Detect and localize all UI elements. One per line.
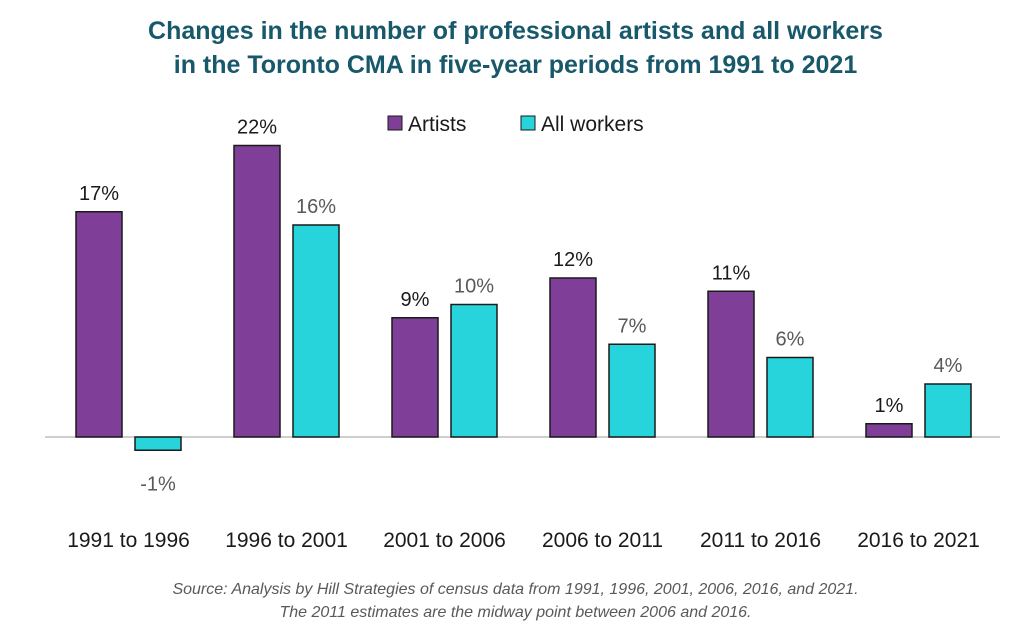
bar-all-workers-4: [608, 343, 656, 438]
data-label-all-workers-3: 10%: [454, 276, 494, 298]
data-label-all-workers-5: 6%: [776, 329, 805, 351]
category-label-5: 2011 to 2016: [700, 529, 821, 552]
source-line-1: Source: Analysis by Hill Strategies of c…: [172, 581, 859, 598]
bar-all-workers-1: [134, 436, 182, 451]
bar-artists-2: [233, 144, 281, 438]
bar-all-workers-5: [766, 356, 814, 438]
chart-title-line-1: Changes in the number of professional ar…: [148, 17, 883, 45]
legend-swatch-artists: [387, 115, 403, 131]
category-label-1: 1991 to 1996: [67, 529, 190, 552]
bar-all-workers-6: [924, 383, 972, 438]
bar-artists-6: [865, 423, 913, 438]
data-label-artists-6: 1%: [875, 395, 904, 417]
data-label-artists-2: 22%: [237, 117, 277, 139]
data-label-artists-5: 11%: [712, 262, 751, 284]
data-label-all-workers-6: 4%: [934, 355, 963, 377]
category-label-2: 1996 to 2001: [225, 529, 348, 552]
chart-title-line-2: in the Toronto CMA in five-year periods …: [173, 51, 858, 79]
data-label-artists-1: 17%: [79, 183, 119, 205]
category-label-6: 2016 to 2021: [857, 529, 980, 552]
bar-all-workers-3: [450, 303, 498, 438]
legend-label-artists: Artists: [408, 113, 466, 136]
source-line-2: The 2011 estimates are the midway point …: [279, 604, 752, 621]
bar-all-workers-2: [292, 224, 340, 438]
data-label-all-workers-2: 16%: [296, 196, 336, 218]
chart-title: Changes in the number of professional ar…: [0, 14, 1031, 82]
source-note: Source: Analysis by Hill Strategies of c…: [0, 578, 1031, 624]
data-label-artists-3: 9%: [401, 289, 430, 311]
category-label-3: 2001 to 2006: [383, 529, 506, 552]
data-label-artists-4: 12%: [553, 249, 593, 271]
bar-artists-3: [391, 317, 439, 438]
bar-artists-5: [707, 290, 755, 438]
legend-label-all-workers: All workers: [541, 113, 644, 136]
category-label-4: 2006 to 2011: [542, 529, 663, 552]
data-label-all-workers-4: 7%: [618, 315, 647, 337]
data-label-all-workers-1: -1%: [140, 473, 176, 495]
bar-artists-4: [549, 277, 597, 438]
bar-artists-1: [75, 211, 123, 438]
legend-swatch-all-workers: [520, 115, 536, 131]
